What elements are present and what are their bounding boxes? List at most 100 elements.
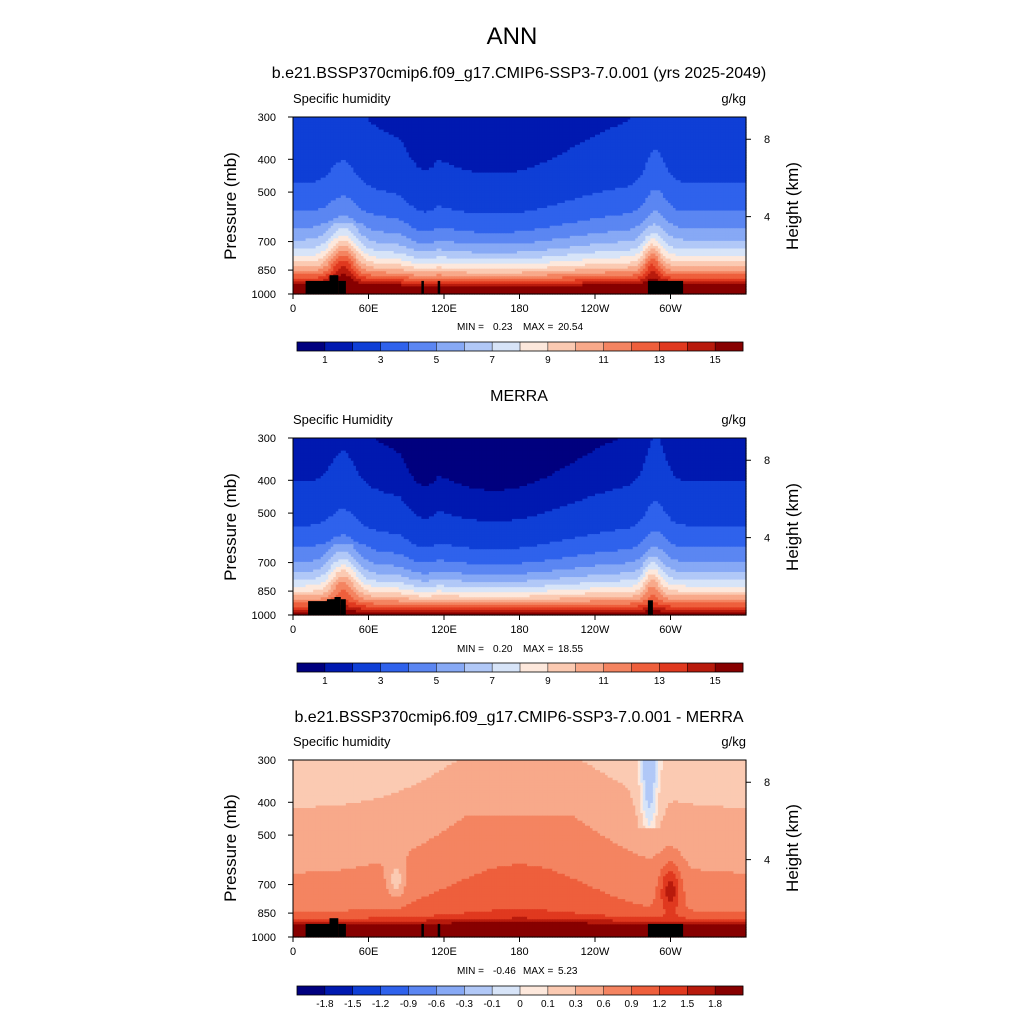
heatmap-cell (705, 122, 709, 126)
heatmap-cell (650, 117, 654, 121)
heatmap-cell (428, 134, 433, 138)
heatmap-cell (617, 134, 621, 138)
heatmap-cell (499, 144, 503, 148)
heatmap-cell (630, 134, 634, 138)
heatmap-cell (524, 132, 528, 136)
heatmap-cell (735, 127, 740, 131)
min-label: MIN = (457, 322, 484, 333)
heatmap-cell (376, 122, 380, 126)
heatmap-cell (411, 124, 415, 128)
heatmap-cell (325, 132, 329, 136)
heatmap-cell (345, 119, 349, 123)
heatmap-cell (446, 119, 450, 123)
heatmap-cell (542, 127, 546, 131)
heatmap-cell (464, 139, 468, 143)
heatmap-cell (411, 117, 415, 121)
heatmap-cell (449, 134, 453, 138)
heatmap-cell (577, 119, 581, 123)
heatmap-cell (725, 144, 729, 148)
heatmap-cell (660, 122, 664, 126)
heatmap-cell (496, 134, 500, 138)
heatmap-cell (295, 139, 299, 143)
heatmap-cell (466, 149, 470, 153)
heatmap-cell (476, 119, 480, 123)
heatmap-cell (320, 142, 324, 146)
heatmap-cell (640, 137, 644, 141)
heatmap-cell (683, 149, 687, 153)
heatmap-cell (391, 129, 395, 133)
heatmap-cell (403, 119, 407, 123)
heatmap-cell (715, 139, 719, 143)
heatmap-cell (338, 119, 342, 123)
heatmap-cell (728, 137, 732, 141)
heatmap-cell (690, 134, 694, 138)
heatmap-cell (456, 134, 460, 138)
heatmap-cell (511, 139, 516, 143)
heatmap-cell (622, 149, 626, 153)
heatmap-cell (464, 149, 468, 153)
heatmap-cell (605, 149, 609, 153)
heatmap-cell (371, 147, 375, 151)
heatmap-cell (539, 122, 543, 126)
heatmap-cell (459, 149, 463, 153)
heatmap-cell (645, 122, 649, 126)
heatmap-cell (373, 137, 377, 141)
heatmap-cell (657, 144, 662, 148)
heatmap-cell (305, 139, 309, 143)
heatmap-cell (607, 117, 611, 121)
heatmap-cell (433, 117, 438, 121)
heatmap-cell (358, 144, 362, 148)
heatmap-cell (381, 134, 385, 138)
heatmap-cell (597, 124, 601, 128)
heatmap-cell (733, 134, 737, 138)
heatmap-cell (363, 137, 367, 141)
heatmap-cell (547, 149, 551, 153)
heatmap-cell (678, 137, 682, 141)
heatmap-cell (298, 152, 302, 156)
heatmap-cell (655, 117, 659, 121)
heatmap-cell (542, 137, 546, 141)
heatmap-cell (582, 139, 586, 143)
heatmap-cell (408, 129, 412, 133)
heatmap-cell (730, 127, 735, 131)
heatmap-cell (348, 117, 352, 121)
heatmap-cell (738, 124, 742, 128)
heatmap-cell (454, 149, 458, 153)
heatmap-cell (615, 124, 619, 128)
heatmap-cell (323, 127, 327, 131)
heatmap-cell (328, 147, 332, 151)
heatmap-cell (391, 144, 395, 148)
heatmap-cell (333, 137, 337, 141)
heatmap-cell (388, 117, 392, 121)
heatmap-cell (584, 127, 589, 131)
heatmap-cell (330, 124, 334, 128)
heatmap-cell (645, 139, 649, 143)
heatmap-cell (584, 139, 589, 143)
heatmap-cell (469, 134, 473, 138)
heatmap-cell (474, 142, 478, 146)
heatmap-cell (421, 144, 425, 148)
heatmap-cell (333, 144, 337, 148)
heatmap-cell (562, 129, 566, 133)
heatmap-cell (572, 147, 576, 151)
heatmap-cell (642, 149, 646, 153)
heatmap-cell (720, 144, 724, 148)
heatmap-cell (426, 149, 430, 153)
heatmap-cell (459, 144, 463, 148)
heatmap-cell (451, 142, 455, 146)
heatmap-cell (358, 119, 362, 123)
heatmap-cell (376, 142, 380, 146)
heatmap-cell (411, 144, 415, 148)
heatmap-cell (413, 122, 417, 126)
heatmap-cell (373, 127, 377, 131)
heatmap-cell (340, 122, 344, 126)
heatmap-cell (574, 129, 578, 133)
heatmap-cell (446, 139, 450, 143)
heatmap-cell (532, 132, 536, 136)
heatmap-cell (496, 127, 500, 131)
heatmap-cell (735, 137, 740, 141)
heatmap-cell (438, 142, 443, 146)
heatmap-cell (469, 142, 473, 146)
heatmap-cell (688, 122, 692, 126)
heatmap-cell (474, 137, 478, 141)
